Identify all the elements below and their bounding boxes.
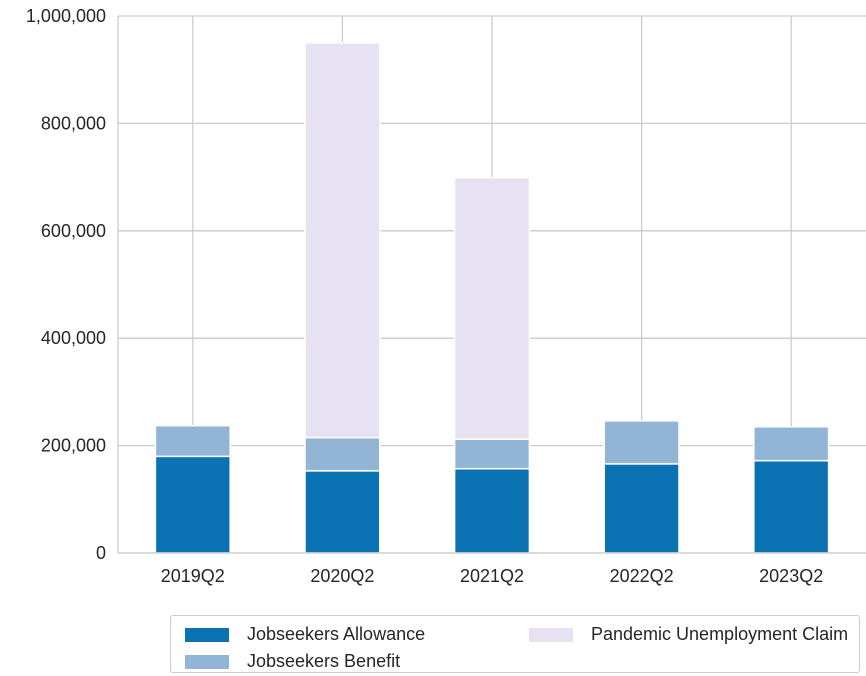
y-tick-label: 1,000,000 [26,6,106,26]
axes [117,16,866,554]
legend: Jobseekers Allowance Jobseekers Benefit … [170,615,860,673]
x-tick-label: 2021Q2 [460,566,524,586]
y-tick-label: 0 [96,543,106,563]
bar-segment-jobseekers-benefit-2020q2 [304,436,381,472]
legend-label: Jobseekers Allowance [247,624,426,644]
bar-segment-jobseekers-benefit-2022q2 [603,420,680,465]
x-tick-label: 2022Q2 [610,566,674,586]
bar-segment-jobseekers-allowance-2020q2 [304,470,381,554]
legend-swatch [185,654,229,669]
y-tick-label: 600,000 [41,221,106,241]
bar-segment-jobseekers-allowance-2019q2 [154,455,231,554]
bar-segment-jobseekers-allowance-2022q2 [603,463,680,554]
bar-segment-pandemic-unemployment-claim-2021q2 [453,176,531,440]
bar-segment-jobseekers-benefit-2021q2 [453,438,531,470]
x-tick-label: 2020Q2 [310,566,374,586]
y-tick-labels: 0 200,000 400,000 600,000 800,000 1,000,000 [26,6,106,563]
x-tick-label: 2023Q2 [759,566,823,586]
legend-item-jobseekers-allowance: Jobseekers Allowance [185,624,425,645]
stacked-bar-chart: 0 200,000 400,000 600,000 800,000 1,000,000 2… [26,6,866,586]
legend-swatch [185,627,229,642]
y-tick-label: 400,000 [41,328,106,348]
bar-segment-jobseekers-allowance-2021q2 [453,467,531,554]
bar-segment-jobseekers-allowance-2023q2 [753,459,830,554]
legend-item-pandemic-unemployment-claim: Pandemic Unemployment Claim [529,624,848,645]
bar-segment-jobseekers-benefit-2019q2 [154,424,231,458]
bar-segment-jobseekers-benefit-2023q2 [753,426,830,462]
bars [154,42,830,554]
bar-segment-pandemic-unemployment-claim-2020q2 [304,42,381,439]
legend-swatch [529,627,573,642]
legend-label: Pandemic Unemployment Claim [591,624,849,644]
legend-item-jobseekers-benefit: Jobseekers Benefit [185,651,400,672]
y-tick-label: 200,000 [41,436,106,456]
x-tick-labels: 2019Q2 2020Q2 2021Q2 2022Q2 2023Q2 [161,566,823,586]
y-tick-label: 800,000 [41,113,106,133]
legend-label: Jobseekers Benefit [247,651,401,671]
x-tick-label: 2019Q2 [161,566,225,586]
